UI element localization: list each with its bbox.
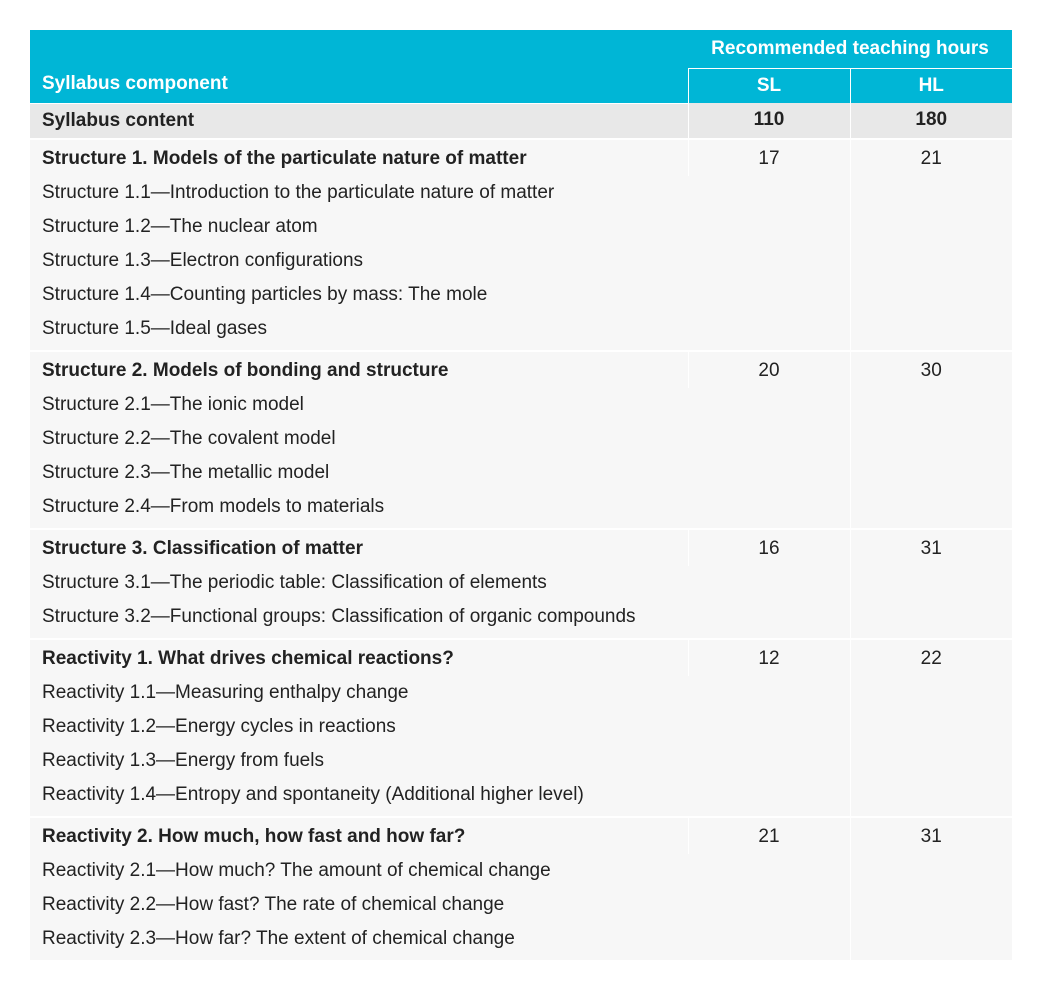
section-row: Reactivity 2. How much, how fast and how… xyxy=(30,817,1012,854)
section-sl: 17 xyxy=(688,139,850,351)
section-row: Reactivity 1. What drives chemical react… xyxy=(30,639,1012,676)
header-hours-group: Recommended teaching hours xyxy=(688,30,1012,69)
section-row: Structure 2. Models of bonding and struc… xyxy=(30,351,1012,388)
section-hl: 30 xyxy=(850,351,1012,529)
section-title: Reactivity 2. How much, how fast and how… xyxy=(30,817,688,854)
section-sl: 21 xyxy=(688,817,850,960)
subitem-label: Structure 2.3—The metallic model xyxy=(30,456,688,490)
section-hl: 21 xyxy=(850,139,1012,351)
header-sl: SL xyxy=(688,69,850,104)
summary-label: Syllabus content xyxy=(30,103,688,139)
subitem-label: Structure 1.4—Counting particles by mass… xyxy=(30,278,688,312)
subitem-label: Structure 2.2—The covalent model xyxy=(30,422,688,456)
section-row: Structure 1. Models of the particulate n… xyxy=(30,139,1012,176)
subitem-label: Reactivity 1.3—Energy from fuels xyxy=(30,744,688,778)
section-sl: 16 xyxy=(688,529,850,639)
summary-hl: 180 xyxy=(850,103,1012,139)
section-title: Reactivity 1. What drives chemical react… xyxy=(30,639,688,676)
header-hl: HL xyxy=(850,69,1012,104)
subitem-label: Structure 1.3—Electron configurations xyxy=(30,244,688,278)
summary-row: Syllabus content110180 xyxy=(30,103,1012,139)
subitem-label: Reactivity 1.1—Measuring enthalpy change xyxy=(30,676,688,710)
section-title: Structure 2. Models of bonding and struc… xyxy=(30,351,688,388)
section-hl: 22 xyxy=(850,639,1012,817)
subitem-label: Structure 2.1—The ionic model xyxy=(30,388,688,422)
header-component: Syllabus component xyxy=(30,30,688,103)
section-hl: 31 xyxy=(850,817,1012,960)
syllabus-table: Syllabus component Recommended teaching … xyxy=(30,30,1012,960)
section-row: Structure 3. Classification of matter163… xyxy=(30,529,1012,566)
subitem-label: Structure 2.4—From models to materials xyxy=(30,490,688,529)
subitem-label: Reactivity 2.2—How fast? The rate of che… xyxy=(30,888,688,922)
section-sl: 20 xyxy=(688,351,850,529)
summary-sl: 110 xyxy=(688,103,850,139)
section-hl: 31 xyxy=(850,529,1012,639)
section-sl: 12 xyxy=(688,639,850,817)
subitem-label: Structure 3.2—Functional groups: Classif… xyxy=(30,600,688,639)
subitem-label: Structure 1.1—Introduction to the partic… xyxy=(30,176,688,210)
subitem-label: Structure 1.5—Ideal gases xyxy=(30,312,688,351)
section-title: Structure 1. Models of the particulate n… xyxy=(30,139,688,176)
subitem-label: Structure 1.2—The nuclear atom xyxy=(30,210,688,244)
subitem-label: Structure 3.1—The periodic table: Classi… xyxy=(30,566,688,600)
subitem-label: Reactivity 1.4—Entropy and spontaneity (… xyxy=(30,778,688,817)
syllabus-table-container: Syllabus component Recommended teaching … xyxy=(30,30,1012,960)
table-body: Syllabus content110180Structure 1. Model… xyxy=(30,103,1012,960)
subitem-label: Reactivity 2.1—How much? The amount of c… xyxy=(30,854,688,888)
subitem-label: Reactivity 1.2—Energy cycles in reaction… xyxy=(30,710,688,744)
header-row-1: Syllabus component Recommended teaching … xyxy=(30,30,1012,69)
section-title: Structure 3. Classification of matter xyxy=(30,529,688,566)
subitem-label: Reactivity 2.3—How far? The extent of ch… xyxy=(30,922,688,960)
